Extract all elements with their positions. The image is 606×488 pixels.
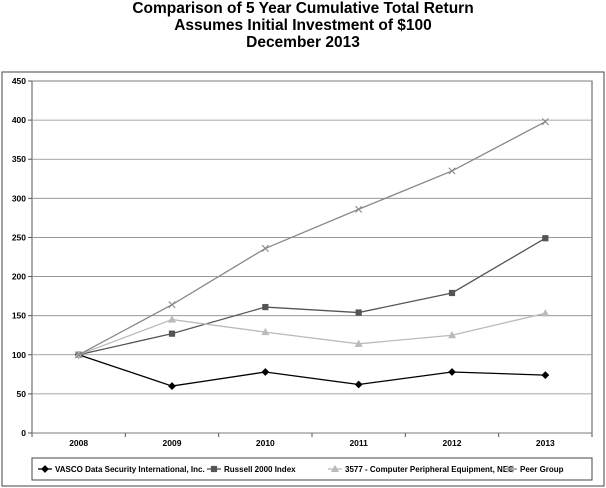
- legend-entry-1: VASCO Data Security International, Inc.: [55, 465, 205, 474]
- series-3-point: [541, 309, 550, 317]
- legend-marker-3: [330, 464, 340, 473]
- series-4-point-stroke: [168, 301, 176, 309]
- series-4-point-stroke: [261, 244, 269, 252]
- series-4-point: [168, 301, 176, 309]
- series-3-point: [354, 339, 363, 347]
- legend-marker-1: [41, 465, 49, 473]
- y-tick-label: 250: [12, 232, 26, 242]
- x-tick-label: 2009: [163, 438, 182, 448]
- series-4-point: [261, 244, 269, 252]
- series-4-point: [75, 351, 83, 359]
- plot-area: [31, 80, 593, 434]
- chart-outer-border: [1, 71, 605, 487]
- series-1-point: [354, 380, 363, 389]
- chart-title: Comparison of 5 Year Cumulative Total Re…: [0, 0, 606, 51]
- y-tick-label: 100: [12, 350, 26, 360]
- series-4-point-stroke: [75, 351, 83, 359]
- series-3-point: [167, 315, 177, 323]
- y-tick-label: 450: [12, 76, 26, 86]
- legend-entry-3: 3577 - Computer Peripheral Equipment, NE…: [345, 465, 514, 474]
- series-2-point: [448, 289, 456, 297]
- legend-entry-4: Peer Group: [520, 465, 564, 474]
- legend-marker-4: [506, 465, 514, 473]
- series-4-point: [541, 118, 549, 126]
- series-3-point: [261, 327, 270, 336]
- title-line-3: December 2013: [246, 34, 360, 51]
- series-4-point-stroke: [355, 205, 363, 213]
- series-1-point: [261, 368, 270, 376]
- x-tick-label: 2012: [443, 438, 462, 448]
- legend-box: [31, 457, 593, 481]
- x-tick-label: 2010: [256, 438, 275, 448]
- x-tick-label: 2013: [536, 438, 555, 448]
- series-3-line: [78, 312, 546, 356]
- x-tick-label: 2008: [69, 438, 88, 448]
- series-4-point: [355, 205, 363, 213]
- series-2-point: [542, 235, 549, 242]
- series-4-point-stroke: [448, 167, 456, 175]
- y-tick-label: 350: [12, 154, 26, 164]
- y-tick-label: 50: [17, 389, 27, 399]
- x-tick-label: 2011: [349, 438, 368, 448]
- y-tick-label: 300: [12, 193, 26, 203]
- series-1-point: [448, 368, 456, 376]
- series-1-point: [541, 371, 550, 380]
- legend-marker-2: [210, 465, 218, 473]
- series-4-point-stroke: [541, 118, 549, 126]
- legend-marker-4-stroke: [506, 465, 514, 473]
- series-1-point: [168, 382, 176, 390]
- series-3-point: [447, 330, 457, 339]
- y-tick-label: 150: [12, 311, 26, 321]
- legend-entry-2: Russell 2000 Index: [224, 465, 296, 474]
- series-4-point: [448, 167, 456, 175]
- series-4-line: [78, 121, 546, 356]
- series-1-line: [78, 354, 546, 387]
- y-tick-label: 0: [21, 428, 26, 438]
- y-tick-label: 200: [12, 272, 26, 282]
- series-2-line: [78, 237, 546, 356]
- series-2-point: [355, 309, 362, 316]
- y-tick-label: 400: [12, 115, 26, 125]
- series-2-point: [262, 303, 269, 311]
- title-line-2: Assumes Initial Investment of $100: [174, 17, 432, 34]
- title-line-1: Comparison of 5 Year Cumulative Total Re…: [132, 0, 474, 17]
- series-2-point: [168, 330, 176, 337]
